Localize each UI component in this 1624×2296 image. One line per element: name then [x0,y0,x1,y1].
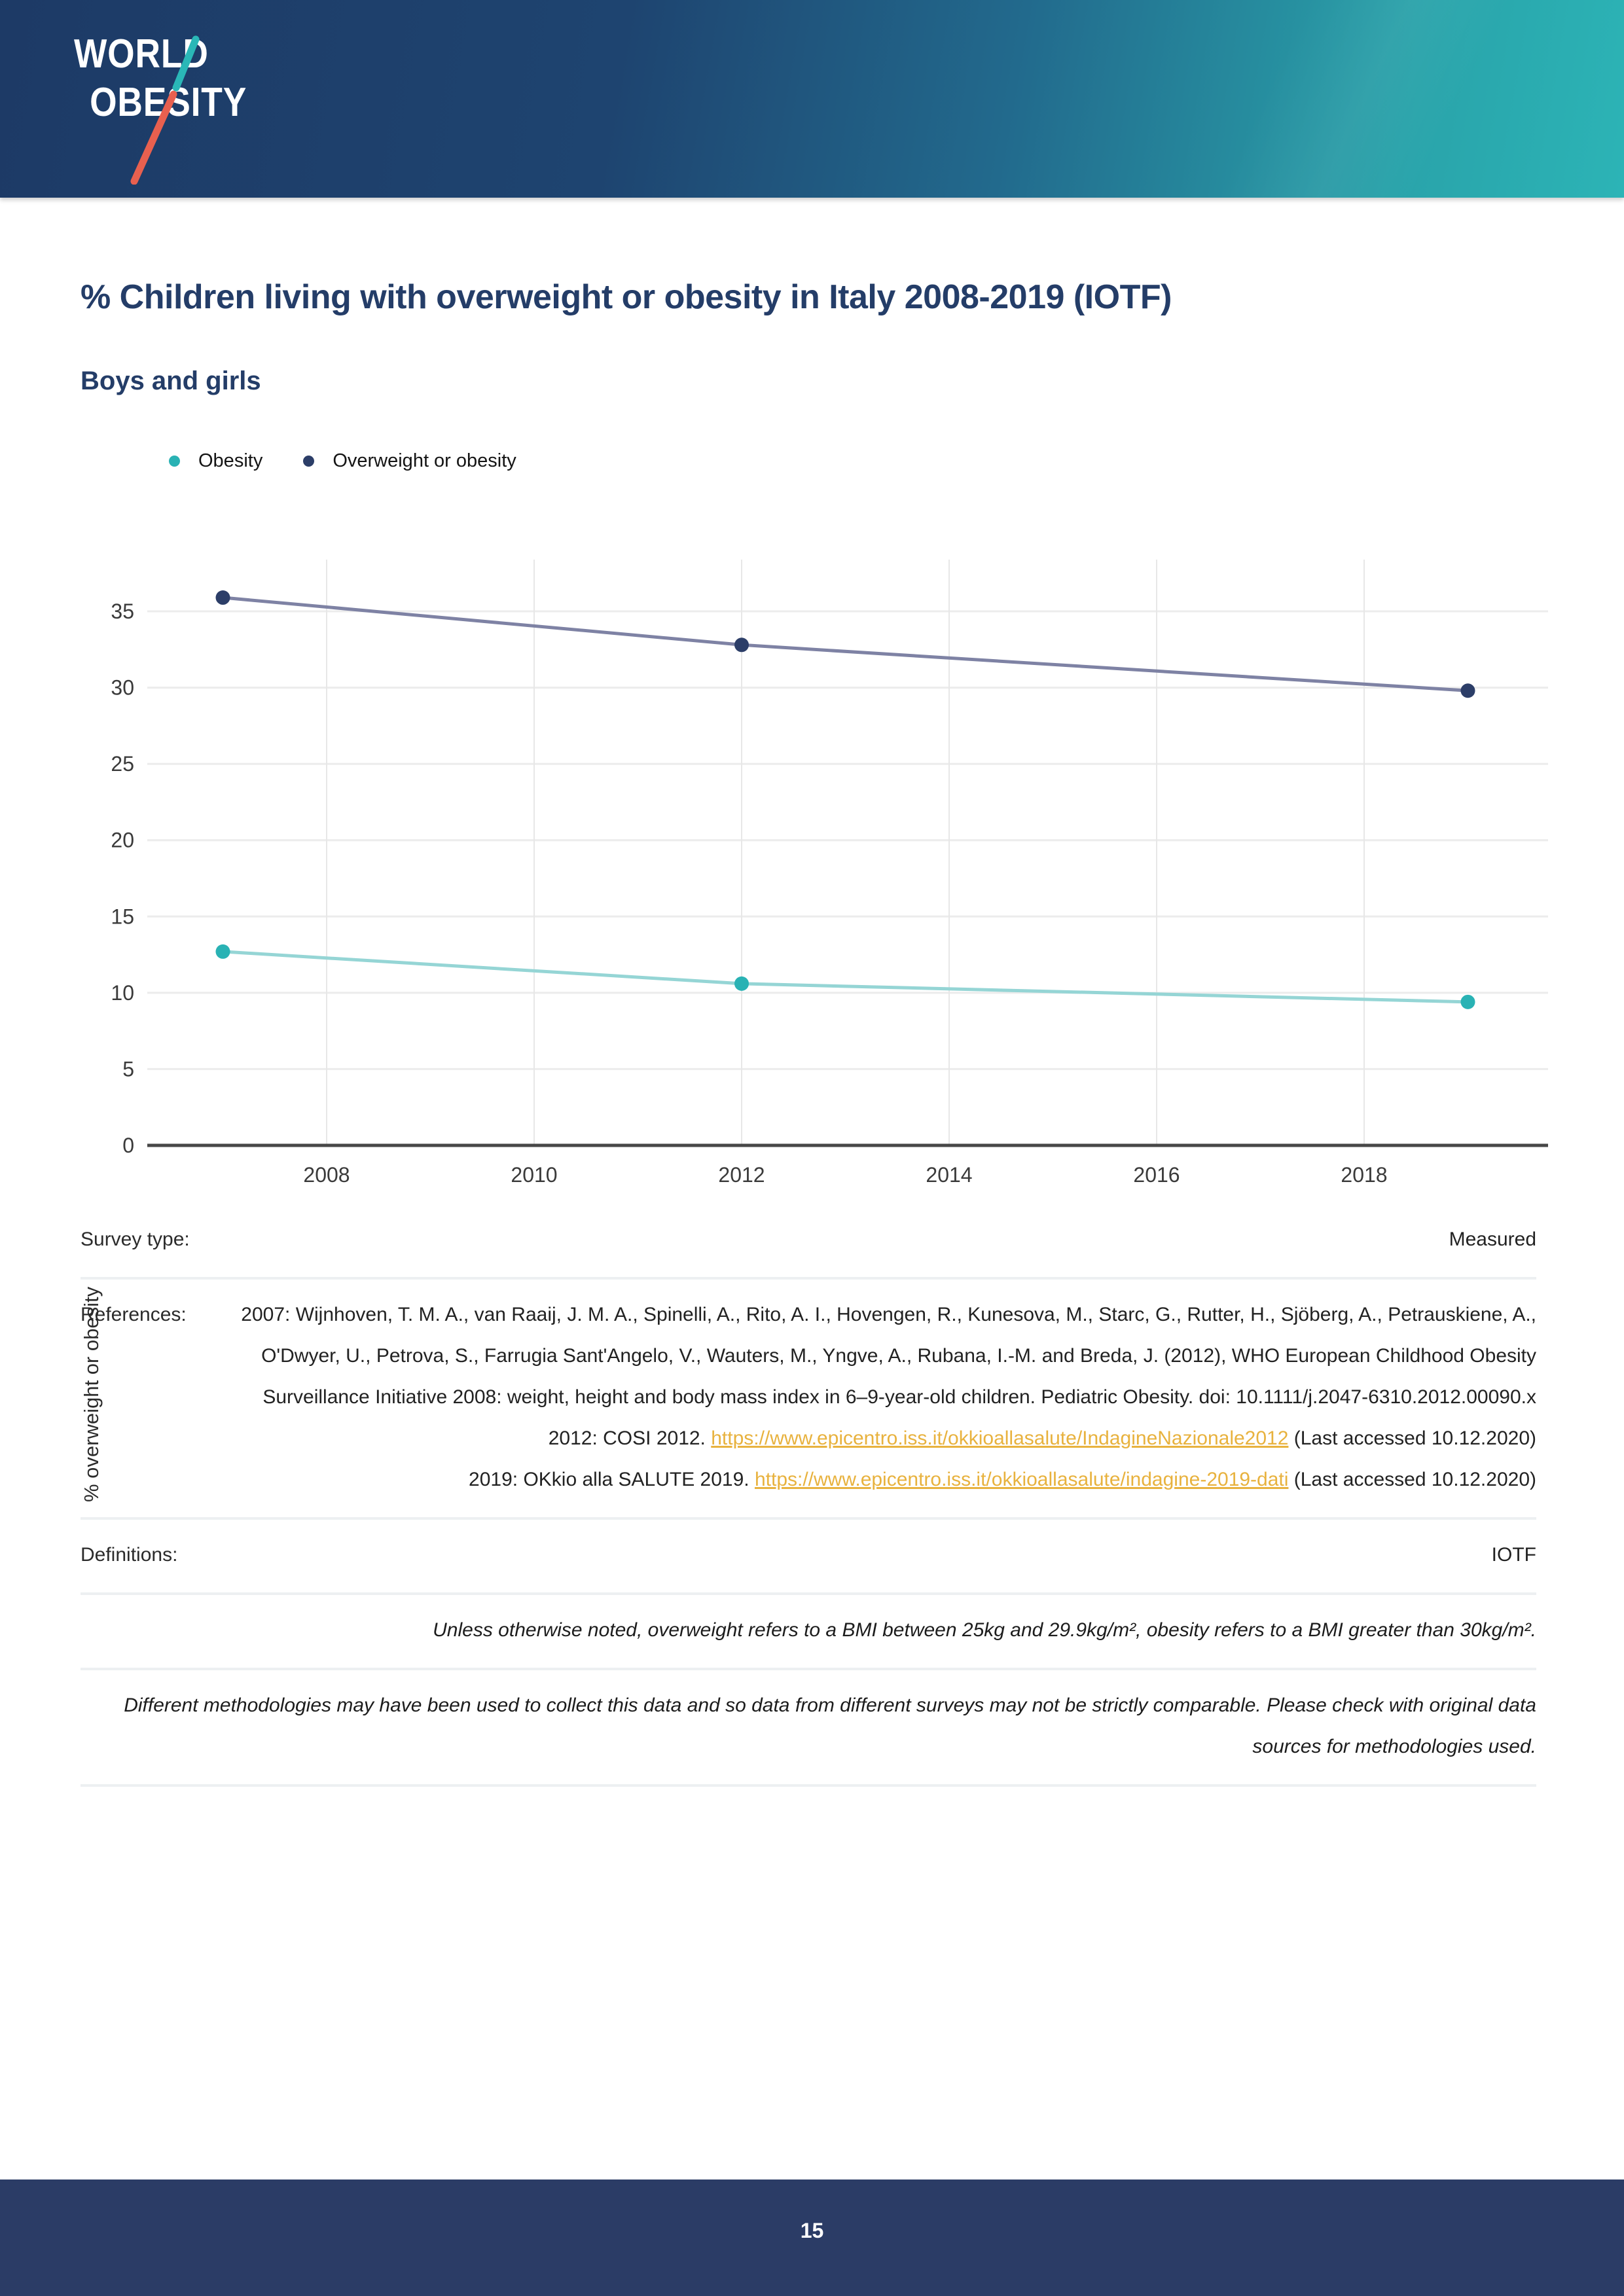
data-point [215,590,230,605]
survey-type-row: Survey type: Measured [81,1204,1536,1280]
y-tick-label: 5 [122,1057,134,1081]
reference-entry: 2019: OKkio alla SALUTE 2019. https://ww… [469,1469,1536,1490]
data-point [215,944,230,959]
page-title: % Children living with overweight or obe… [81,278,1172,316]
methodology-note-row: Different methodologies may have been us… [81,1670,1536,1787]
references-label: References: [81,1304,187,1325]
y-tick-label: 15 [111,905,134,928]
chart-subtitle: Boys and girls [81,367,261,395]
y-tick-label: 35 [111,600,134,623]
reference-entry: 2007: Wijnhoven, T. M. A., van Raaij, J.… [241,1304,1536,1408]
y-tick-label: 0 [122,1134,134,1157]
definition-note: Unless otherwise noted, overweight refer… [433,1619,1536,1641]
world-obesity-logo: WORLD OBESITY [74,34,375,185]
reference-link[interactable]: https://www.epicentro.iss.it/okkioallasa… [711,1427,1289,1449]
chart-svg: 0 5 10 15 20 25 30 35 2008 2010 2012 2014 2016 2018 [111,560,1548,1187]
survey-type-value: Measured [1449,1229,1536,1250]
references-row: References: 2007: Wijnhoven, T. M. A., v… [81,1280,1536,1520]
legend-item-overweight-or-obesity[interactable]: Overweight or obesity [303,450,516,472]
reference-entry: 2012: COSI 2012. https://www.epicentro.i… [548,1427,1536,1449]
x-tick-label: 2014 [926,1163,972,1187]
x-tick-label: 2016 [1133,1163,1180,1187]
series-line [223,950,1468,1004]
x-tick-label: 2010 [511,1163,557,1187]
line-chart: 0 5 10 15 20 25 30 35 2008 2010 2012 2014 2016 2018 %… [0,537,1624,1502]
survey-type-label: Survey type: [81,1229,190,1250]
legend-label: Obesity [198,450,263,471]
data-point [1460,994,1475,1009]
y-tick-label: 30 [111,676,134,700]
data-point [734,637,749,653]
references-value: 2007: Wijnhoven, T. M. A., van Raaij, J.… [238,1294,1536,1500]
logo-word-obesity: OBESITY [90,80,247,125]
data-point [1460,683,1475,698]
overweight-dot-icon [303,456,315,467]
legend-item-obesity[interactable]: Obesity [169,450,262,472]
x-tick-label: 2008 [303,1163,350,1187]
details-table: Survey type: Measured References: 2007: … [81,1204,1536,1787]
reference-link[interactable]: https://www.epicentro.iss.it/okkioallasa… [754,1469,1289,1490]
x-tick-label: 2018 [1341,1163,1387,1187]
footer-banner: 15 [0,2179,1624,2296]
definitions-row: Definitions: IOTF [81,1520,1536,1595]
chart-legend: Obesity Overweight or obesity [169,450,516,472]
definition-note-row: Unless otherwise noted, overweight refer… [81,1595,1536,1670]
logo-text: WORLD OBESITY [74,34,333,123]
obesity-dot-icon [169,456,180,467]
x-tick-label: 2012 [718,1163,765,1187]
y-tick-label: 10 [111,981,134,1005]
data-point [734,976,749,991]
legend-label: Overweight or obesity [333,450,516,471]
methodology-note: Different methodologies may have been us… [124,1695,1536,1757]
definitions-label: Definitions: [81,1544,178,1566]
definitions-value: IOTF [1491,1544,1536,1566]
logo-word-world: WORLD [74,31,209,77]
y-tick-label: 20 [111,829,134,852]
y-tick-label: 25 [111,752,134,776]
header-banner: WORLD OBESITY [0,0,1624,198]
page-number: 15 [800,2219,824,2242]
